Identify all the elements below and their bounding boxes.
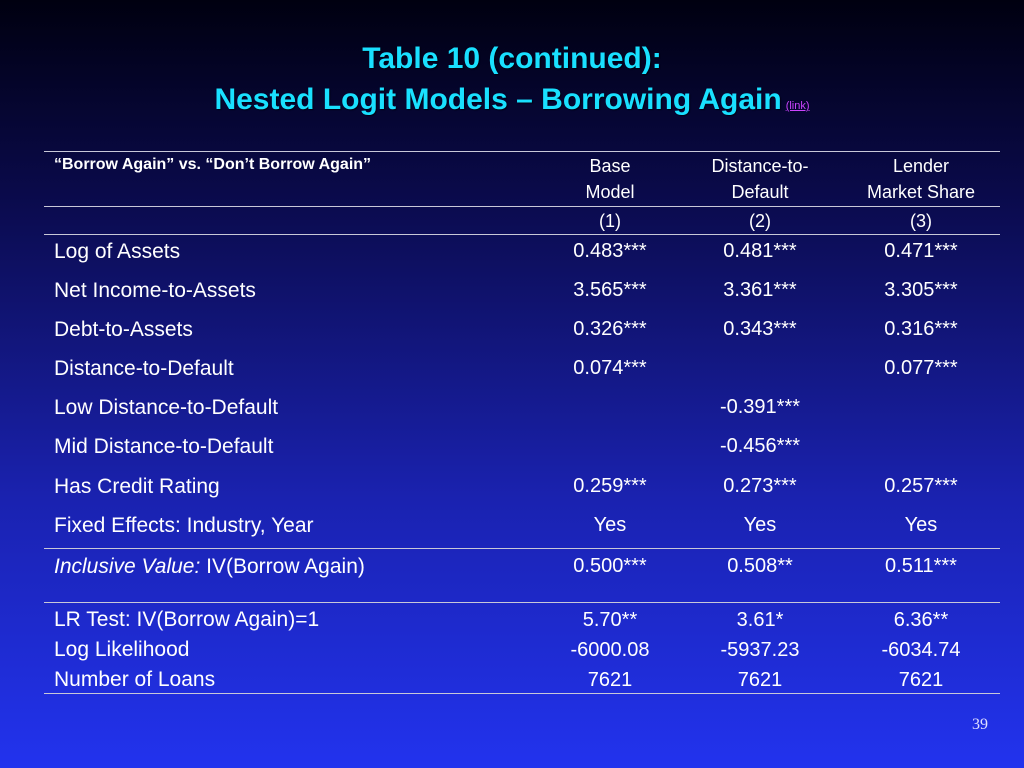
stat-value: 3.61* <box>736 609 784 631</box>
row-value: 0.326*** <box>573 318 647 340</box>
title-line-2: Nested Logit Models – Borrowing Again (li… <box>0 79 1024 127</box>
row-value: 0.481*** <box>723 240 797 262</box>
column-number-1: (1) <box>599 211 621 231</box>
row-value: 0.259*** <box>573 475 647 497</box>
row-value: 0.471*** <box>884 240 958 262</box>
stat-value: 6.36** <box>893 609 949 631</box>
row-value: Yes <box>743 514 777 536</box>
column-number-3: (3) <box>910 211 932 231</box>
row-label: Low Distance-to-Default <box>54 396 279 419</box>
row-value: Yes <box>904 514 938 536</box>
log-likelihood-label: Log Likelihood <box>54 638 190 661</box>
column-header-2: Distance-to- Default <box>711 153 808 205</box>
stat-value: -5937.23 <box>720 639 800 661</box>
stats-column-2: 3.61* -5937.23 7621 <box>721 605 800 695</box>
row-label: Fixed Effects: Industry, Year <box>54 514 314 537</box>
column-header-3-line1: Lender <box>892 156 950 176</box>
stats-column-3: 6.36** -6034.74 7621 <box>882 605 961 695</box>
inclusive-value-italic: Inclusive Value: <box>54 555 201 578</box>
lr-test-label: LR Test: IV(Borrow Again)=1 <box>54 608 320 631</box>
page-number: 39 <box>972 716 988 733</box>
row-value: 0.257*** <box>884 475 958 497</box>
row-label: Debt-to-Assets <box>54 318 193 341</box>
column-header-3: Lender Market Share <box>867 153 975 205</box>
inclusive-value: 0.511*** <box>885 555 957 577</box>
title-line-1: Table 10 (continued): <box>362 42 662 75</box>
row-value: 3.361*** <box>723 279 797 301</box>
row-label: Log of Assets <box>54 240 181 263</box>
row-value: 0.483*** <box>573 240 647 262</box>
inclusive-value-label: Inclusive Value: IV(Borrow Again) <box>54 555 365 579</box>
stat-value: 7621 <box>587 669 633 691</box>
column-header-1-line1: Base <box>589 156 631 176</box>
number-of-loans-label: Number of Loans <box>54 668 216 691</box>
stat-value: -6000.08 <box>570 639 650 661</box>
stat-value: 5.70** <box>582 609 638 631</box>
row-value: 3.305*** <box>884 279 958 301</box>
stat-value: 7621 <box>898 669 944 691</box>
column-number-rule <box>44 234 1000 235</box>
column-header-2-line2: Default <box>731 182 789 202</box>
column-header-1: Base Model <box>585 153 634 205</box>
inclusive-rule-top <box>44 548 1000 549</box>
stats-rule-top <box>44 602 1000 603</box>
row-value: -0.456*** <box>719 435 801 457</box>
column-header-2-line1: Distance-to- <box>711 156 809 176</box>
title-line-2-text: Nested Logit Models – Borrowing Again <box>214 83 782 116</box>
column-number-2: (2) <box>749 211 771 231</box>
row-label: Net Income-to-Assets <box>54 279 256 302</box>
table-header-label: “Borrow Again” vs. “Don’t Borrow Again” <box>54 156 372 173</box>
row-label: Distance-to-Default <box>54 357 234 380</box>
inclusive-value: 0.508** <box>727 555 793 577</box>
table-link[interactable]: (link) <box>785 100 810 112</box>
row-value: 0.077*** <box>884 357 958 379</box>
row-value: 0.316*** <box>884 318 958 340</box>
stat-value: -6034.74 <box>881 639 961 661</box>
inclusive-value: 0.500*** <box>573 555 647 577</box>
row-value: 0.343*** <box>723 318 797 340</box>
stat-value: 7621 <box>737 669 783 691</box>
header-rule <box>44 206 1000 207</box>
row-value: 0.273*** <box>723 475 797 497</box>
stats-column-1: 5.70** -6000.08 7621 <box>571 605 650 695</box>
row-value: 0.074*** <box>573 357 647 379</box>
row-label: Mid Distance-to-Default <box>54 435 274 458</box>
table-bottom-rule <box>44 693 1000 694</box>
slide-title: Table 10 (continued): Nested Logit Model… <box>0 38 1024 127</box>
row-value: Yes <box>593 514 627 536</box>
row-label: Has Credit Rating <box>54 475 220 498</box>
row-value: -0.391*** <box>719 396 801 418</box>
table-top-rule <box>44 151 1000 152</box>
column-header-3-line2: Market Share <box>866 182 976 202</box>
inclusive-value-rest: IV(Borrow Again) <box>200 555 365 578</box>
stats-labels: LR Test: IV(Borrow Again)=1 Log Likeliho… <box>54 605 319 695</box>
row-value: 3.565*** <box>573 279 647 301</box>
column-header-1-line2: Model <box>585 182 635 202</box>
